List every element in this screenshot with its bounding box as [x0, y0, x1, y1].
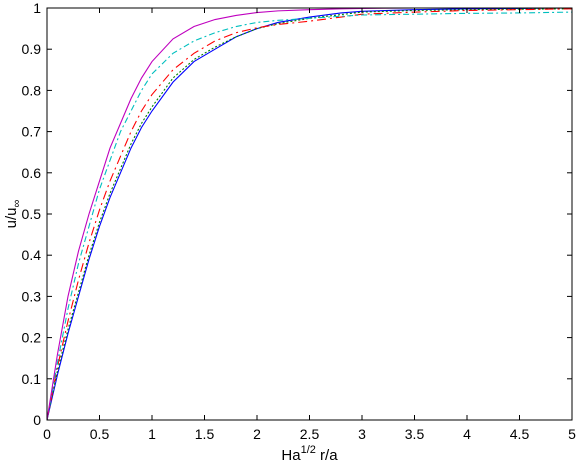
series-layer	[46, 7, 573, 421]
y-tick-label: 0.8	[22, 82, 42, 98]
y-tick-label: 0.6	[22, 165, 42, 181]
y-tick-label: 0.2	[22, 330, 42, 346]
series-line-5	[46, 7, 572, 421]
tick-layer: 0 0.5 1 1.5 2 2.5 3 3.5 4 4.5 5 0 0.1 0.2 0.3 0.4 0.5 0.6…	[22, 0, 577, 442]
y-tick-label: 0.9	[22, 41, 42, 57]
series-line-3	[46, 8, 573, 421]
y-tick-label: 0	[33, 412, 41, 428]
x-tick-label: 3	[358, 426, 366, 442]
y-axis-label-sub: ∞	[11, 200, 23, 208]
x-tick-label: 4.5	[510, 426, 530, 442]
series-line-1	[46, 7, 573, 421]
y-tick-label: 0.5	[22, 206, 42, 222]
y-tick-label: 0.1	[22, 371, 42, 387]
y-axis-label: u/u∞	[3, 200, 23, 229]
x-axis-label-rest: r/a	[316, 447, 338, 464]
x-tick-label: 1.5	[195, 426, 215, 442]
x-tick-label: 4	[463, 426, 471, 442]
x-tick-label: 0	[43, 426, 51, 442]
series-line-2	[46, 8, 573, 421]
y-tick-label: 1	[33, 0, 41, 16]
x-tick-label: 2.5	[300, 426, 320, 442]
x-axis-label-main: Ha	[281, 447, 301, 464]
y-tick-label: 0.4	[22, 247, 42, 263]
x-tick-label: 2	[253, 426, 261, 442]
x-axis-label-sup: 1/2	[301, 444, 316, 456]
y-axis-label-main: u/u	[3, 207, 20, 228]
x-tick-label: 1	[148, 426, 156, 442]
x-tick-label: 5	[568, 426, 576, 442]
y-tick-label: 0.7	[22, 124, 42, 140]
x-axis-label: Ha1/2 r/a	[281, 444, 338, 464]
x-tick-label: 0.5	[90, 426, 110, 442]
y-tick-label: 0.3	[22, 288, 42, 304]
plot-frame	[46, 7, 573, 421]
x-tick-label: 3.5	[405, 426, 425, 442]
series-line-4	[46, 11, 573, 421]
